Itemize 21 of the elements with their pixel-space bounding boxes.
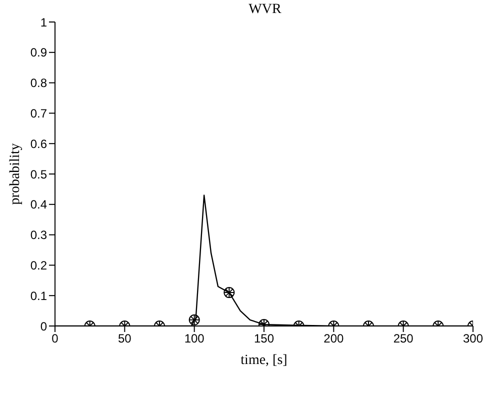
y-tick-label: 0.9 — [30, 46, 48, 60]
x-tick-label: 300 — [462, 332, 484, 346]
y-tick-label: 0.5 — [30, 167, 48, 182]
x-tick-label: 150 — [254, 332, 274, 346]
x-tick-label: 0 — [52, 332, 59, 346]
x-tick-label: 200 — [324, 332, 344, 346]
y-tick-label: 0.4 — [30, 198, 48, 212]
chart-title: WVR — [248, 2, 282, 18]
y-tick-label: 0.7 — [30, 106, 48, 120]
y-tick-label: 0.2 — [30, 258, 48, 272]
y-tick-label: 0 — [40, 319, 48, 334]
y-tick-label: 0.3 — [30, 228, 48, 242]
y-tick-label: 0.8 — [30, 76, 48, 90]
y-tick-label: 1 — [40, 15, 48, 30]
y-tick-label: 0.1 — [30, 288, 48, 303]
y-tick-label: 0.6 — [30, 136, 48, 151]
x-tick-label: 250 — [393, 332, 414, 346]
y-axis-title: probability — [8, 143, 23, 205]
x-tick-label: 50 — [118, 332, 132, 346]
x-tick-label: 100 — [184, 332, 205, 346]
x-axis-title: time, [s] — [240, 353, 288, 368]
